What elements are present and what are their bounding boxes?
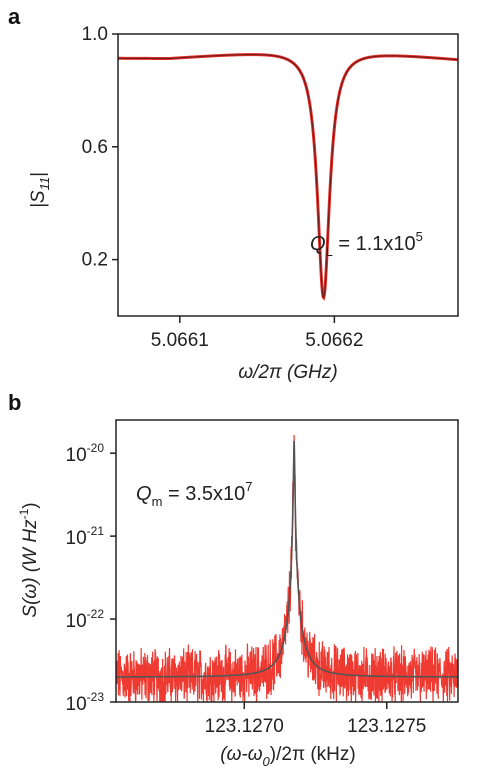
panel-a-frame: [117, 33, 459, 317]
panel-b-x-axis-label: (ω-ω0)/2π (kHz): [220, 744, 355, 769]
panel-b-y-tick-label: 10-22: [66, 607, 105, 632]
panel-b-x-tick-label: 123.1270: [205, 716, 284, 737]
panel-a-x-tick-label: 5.0661: [151, 330, 209, 351]
panel-b-annotation: Qm = 3.5x107: [136, 479, 252, 509]
panel-b-y-tick-label: 10-21: [66, 524, 105, 549]
panel-b-fit-series: [116, 440, 458, 678]
panel-a: a 1.0 0.6 0.2 5.0661 5.0662 |S11| ω/2π (GHz…: [8, 4, 459, 383]
panel-a-fit-series: [118, 53, 459, 299]
panel-a-x-ticks: 5.0661 5.0662: [151, 316, 363, 351]
panel-a-x-tick-label: 5.0662: [305, 330, 363, 351]
panel-a-y-tick-label: 1.0: [82, 24, 108, 45]
panel-a-y-ticks: 1.0 0.6 0.2: [82, 24, 118, 271]
panel-b-y-axis-label: S(ω) (W Hz-1): [17, 502, 41, 617]
panel-a-label: a: [8, 4, 21, 29]
panel-b-data-series: [115, 435, 459, 703]
panel-a-y-tick-label: 0.6: [82, 137, 108, 158]
panel-a-annotation: QL = 1.1x105: [310, 229, 423, 259]
panel-b-plot-area: [115, 435, 459, 703]
panel-b-x-ticks: 123.1270 123.1275: [205, 702, 426, 737]
panel-b-y-tick-label: 10-20: [66, 441, 105, 466]
panel-a-data-series: [118, 53, 459, 301]
panel-b-y-tick-label: 10-23: [66, 690, 105, 715]
panel-b-x-tick-label: 123.1275: [347, 716, 426, 737]
panel-b-label: b: [8, 390, 21, 415]
panel-b-y-ticks: 10-20 10-21 10-22 10-23: [66, 441, 116, 715]
panel-a-y-tick-label: 0.2: [82, 250, 108, 271]
panel-a-x-axis-label: ω/2π (GHz): [238, 362, 337, 383]
panel-b-frame: [115, 419, 459, 703]
panel-a-plot-area: [118, 53, 459, 301]
panel-a-y-axis-label: |S11|: [28, 172, 52, 208]
